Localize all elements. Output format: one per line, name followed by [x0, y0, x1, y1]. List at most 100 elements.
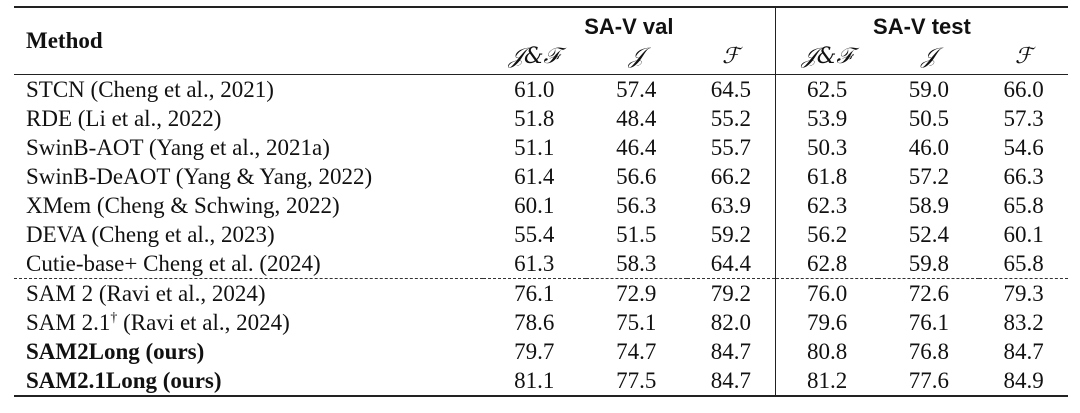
- value-cell: 81.2: [774, 366, 879, 397]
- table-row: SAM 2 (Ravi et al., 2024) 76.1 72.9 79.2…: [14, 278, 1068, 308]
- value-cell: 59.8: [908, 250, 949, 276]
- value-cell: 59.0: [878, 74, 980, 104]
- value-cell: 60.1: [1003, 221, 1044, 247]
- metric-header: 𝒥: [921, 44, 937, 69]
- dagger-marker: †: [110, 309, 118, 325]
- method-cell: XMem (Cheng & Schwing, 2022): [26, 192, 340, 218]
- value-cell: 50.3: [774, 133, 879, 162]
- value-cell: 57.3: [1003, 105, 1044, 131]
- table-row: XMem (Cheng & Schwing, 2022) 60.1 56.3 6…: [14, 191, 1068, 220]
- value-cell: 84.7: [686, 366, 776, 397]
- value-cell: 84.7: [1003, 338, 1044, 364]
- value-cell: 58.9: [908, 192, 949, 218]
- metric-header: 𝒥: [628, 44, 644, 69]
- value-cell: 60.1: [514, 192, 555, 218]
- value-cell: 79.3: [979, 278, 1068, 308]
- table-row: SwinB-DeAOT (Yang & Yang, 2022) 61.4 56.…: [14, 162, 1068, 191]
- value-cell: 78.6: [514, 309, 555, 335]
- value-cell: 83.2: [1003, 309, 1044, 335]
- value-cell: 51.1: [514, 134, 555, 160]
- method-cell: SAM2Long (ours): [26, 338, 205, 364]
- results-table-container: Method SA-V val SA-V test 𝒥&ℱ 𝒥 ℱ 𝒥&ℱ 𝒥 …: [14, 6, 1068, 397]
- value-cell: 46.0: [908, 134, 949, 160]
- value-cell: 56.2: [774, 220, 879, 249]
- value-cell: 58.3: [616, 250, 657, 276]
- value-cell: 57.2: [908, 163, 949, 189]
- metric-header: ℱ: [1015, 44, 1033, 69]
- value-cell: 59.2: [710, 221, 751, 247]
- value-cell: 55.4: [514, 221, 555, 247]
- value-cell: 66.0: [979, 74, 1068, 104]
- table-row: STCN (Cheng et al., 2021) 61.0 57.4 64.5…: [14, 74, 1068, 104]
- table-row: SwinB-AOT (Yang et al., 2021a) 51.1 46.4…: [14, 133, 1068, 162]
- value-cell: 77.5: [585, 366, 687, 397]
- value-cell: 55.2: [710, 105, 751, 131]
- value-cell: 61.4: [514, 163, 555, 189]
- value-cell: 62.3: [774, 191, 879, 220]
- table-row: RDE (Li et al., 2022) 51.8 48.4 55.2 53.…: [14, 104, 1068, 133]
- method-cell: SAM2.1Long (ours): [14, 366, 483, 397]
- value-cell: 74.7: [616, 338, 657, 364]
- results-table: Method SA-V val SA-V test 𝒥&ℱ 𝒥 ℱ 𝒥&ℱ 𝒥 …: [14, 6, 1068, 397]
- value-cell: 63.9: [710, 192, 751, 218]
- value-cell: 82.0: [710, 309, 751, 335]
- table-row: SAM2Long (ours) 79.7 74.7 84.7 80.8 76.8…: [14, 337, 1068, 366]
- method-cell: STCN (Cheng et al., 2021): [14, 74, 483, 104]
- value-cell: 76.1: [908, 309, 949, 335]
- method-cell: SAM 2.1† (Ravi et al., 2024): [14, 308, 483, 337]
- value-cell: 66.2: [710, 163, 751, 189]
- value-cell: 76.0: [774, 278, 879, 308]
- value-cell: 50.5: [908, 105, 949, 131]
- value-cell: 72.9: [585, 278, 687, 308]
- value-cell: 56.3: [616, 192, 657, 218]
- method-cell: SAM 2 (Ravi et al., 2024): [14, 278, 483, 308]
- value-cell: 65.8: [1003, 192, 1044, 218]
- value-cell: 72.6: [878, 278, 980, 308]
- method-citation: (Ravi et al., 2024): [117, 309, 290, 335]
- value-cell: 46.4: [616, 134, 657, 160]
- group-header-val: SA-V val: [482, 6, 776, 40]
- value-cell: 81.1: [482, 366, 586, 397]
- value-cell: 76.8: [908, 338, 949, 364]
- method-cell: SwinB-DeAOT (Yang & Yang, 2022): [26, 163, 373, 189]
- value-cell: 54.6: [1003, 134, 1044, 160]
- value-cell: 64.5: [686, 74, 776, 104]
- method-cell: DEVA (Cheng et al., 2023): [26, 221, 275, 247]
- value-cell: 80.8: [774, 337, 879, 366]
- value-cell: 61.3: [514, 250, 555, 276]
- value-cell: 84.9: [979, 366, 1068, 397]
- value-cell: 62.8: [774, 249, 879, 279]
- value-cell: 76.1: [482, 278, 586, 308]
- value-cell: 61.8: [774, 162, 879, 191]
- value-cell: 65.8: [1003, 250, 1044, 276]
- table-row: Cutie-base+ Cheng et al. (2024) 61.3 58.…: [14, 249, 1068, 279]
- value-cell: 66.3: [1003, 163, 1044, 189]
- value-cell: 51.8: [514, 105, 555, 131]
- value-cell: 61.0: [482, 74, 586, 104]
- method-cell: Cutie-base+ Cheng et al. (2024): [26, 250, 321, 276]
- value-cell: 57.4: [585, 74, 687, 104]
- table-row: DEVA (Cheng et al., 2023) 55.4 51.5 59.2…: [14, 220, 1068, 249]
- value-cell: 77.6: [878, 366, 980, 397]
- metric-header: 𝒥&ℱ: [774, 40, 879, 75]
- metric-header: 𝒥&ℱ: [508, 44, 560, 69]
- method-cell: SwinB-AOT (Yang et al., 2021a): [26, 134, 330, 160]
- value-cell: 79.6: [774, 308, 879, 337]
- value-cell: 55.7: [710, 134, 751, 160]
- value-cell: 56.6: [616, 163, 657, 189]
- value-cell: 79.2: [686, 278, 776, 308]
- method-name: SAM 2.1: [26, 309, 111, 335]
- value-cell: 75.1: [616, 309, 657, 335]
- value-cell: 48.4: [616, 105, 657, 131]
- method-column-header: Method: [14, 6, 483, 75]
- table-header-group-row: Method SA-V val SA-V test: [14, 6, 1068, 75]
- table-row: SAM2.1Long (ours) 81.1 77.5 84.7 81.2 77…: [14, 366, 1068, 397]
- table-header-metric-row: 𝒥&ℱ 𝒥 ℱ 𝒥&ℱ 𝒥 ℱ: [14, 40, 1068, 75]
- value-cell: 52.4: [908, 221, 949, 247]
- value-cell: 62.5: [774, 74, 879, 104]
- method-cell: RDE (Li et al., 2022): [26, 105, 222, 131]
- value-cell: 53.9: [774, 104, 879, 133]
- value-cell: 51.5: [616, 221, 657, 247]
- table-row: SAM 2.1† (Ravi et al., 2024) 78.6 75.1 8…: [14, 308, 1068, 337]
- value-cell: 84.7: [710, 338, 751, 364]
